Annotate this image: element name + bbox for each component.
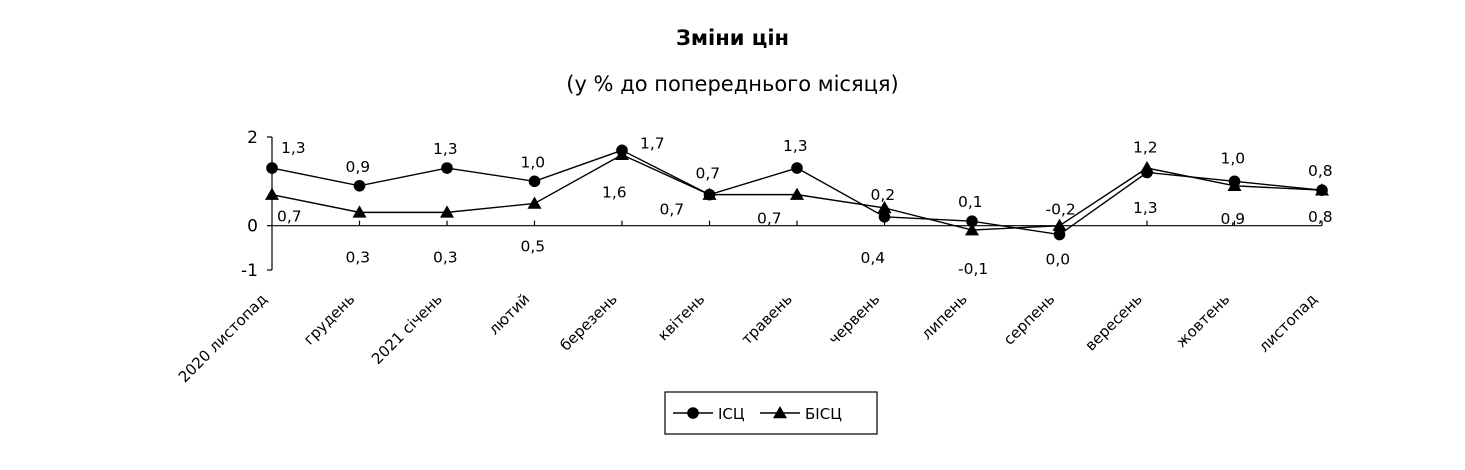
iscz-point [353,179,366,192]
iscz-data-label: 1,3 [281,139,306,157]
biscz-point [527,196,542,209]
y-tick-label: 0 [247,217,258,237]
biscz-data-label: 0,4 [861,249,886,267]
y-tick-label: 2 [247,128,258,148]
iscz-point [966,215,978,228]
iscz-data-label: 1,3 [783,137,808,155]
iscz-data-label: 1,7 [640,134,665,152]
iscz-point [1053,228,1066,241]
x-tick-label: липень [918,290,971,343]
biscz-data-label: 0,7 [757,210,782,228]
iscz-point [791,162,803,174]
x-tick-label: травень [738,290,796,348]
legend-marker-triangle [773,406,787,419]
iscz-data-label: 0,2 [871,186,896,204]
biscz-point [1140,161,1154,174]
biscz-data-label: 0,5 [521,238,546,256]
biscz-data-label: -0,1 [958,260,988,278]
biscz-point [1227,178,1242,192]
x-tick-label: 2021 січень [368,290,446,368]
iscz-data-label: 0,9 [346,158,371,176]
biscz-data-label: 0,7 [660,201,685,219]
biscz-point [1052,218,1067,231]
biscz-point [702,187,717,200]
iscz-data-label: 1,2 [1133,138,1158,156]
x-tick-label: вересень [1082,290,1146,354]
biscz-point [352,205,367,218]
iscz-point [441,162,453,174]
biscz-point [615,147,629,160]
iscz-data-label: 0,8 [1308,162,1333,180]
x-tick-label: квітень [654,290,708,344]
biscz-point [877,200,892,214]
chart-title: Зміни цін [675,26,790,50]
y-tick-label: -1 [241,261,258,281]
legend-label: ІСЦ [718,405,745,423]
biscz-data-label: 0,3 [433,248,458,266]
iscz-point [878,211,891,223]
iscz-point [528,175,541,188]
legend-marker-circle [687,407,699,419]
x-tick-label: березень [556,290,620,354]
iscz-point [266,162,278,174]
biscz-data-label: 0,0 [1046,251,1071,269]
iscz-data-label: -0,2 [1046,201,1076,219]
legend-item-iscz: ІСЦ [673,405,745,423]
biscz-data-label: 0,3 [346,248,371,266]
biscz-data-label: 1,3 [1133,199,1158,217]
x-tick-label: серпень [1000,290,1058,348]
biscz-point [965,223,979,236]
iscz-data-label: 1,3 [433,140,458,158]
x-tick-label: червень [825,290,883,348]
legend-label: БІСЦ [805,405,842,423]
x-tick-label: листопад [1255,290,1321,356]
iscz-data-label: 1,0 [521,153,546,171]
biscz-point [1315,183,1329,196]
biscz-data-label: 0,9 [1221,210,1246,228]
biscz-data-label: 0,7 [277,208,302,226]
legend-item-biscz: БІСЦ [760,405,842,423]
chart-subtitle: (у % до попереднього місяця) [566,72,899,96]
biscz-point [790,187,804,200]
x-tick-label: жовтень [1172,290,1233,351]
x-tick-label: лютий [485,290,533,338]
biscz-point [265,187,279,200]
x-tick-label: грудень [300,290,358,348]
x-tick-label: 2020 листопад [175,290,271,386]
iscz-data-label: 1,0 [1221,149,1246,167]
legend: ІСЦ БІСЦ [664,391,878,435]
biscz-data-label: 0,8 [1308,208,1333,226]
iscz-data-label: 0,7 [696,165,721,183]
biscz-data-label: 1,6 [602,184,627,202]
iscz-data-label: 0,1 [958,193,983,211]
biscz-point [440,205,454,218]
